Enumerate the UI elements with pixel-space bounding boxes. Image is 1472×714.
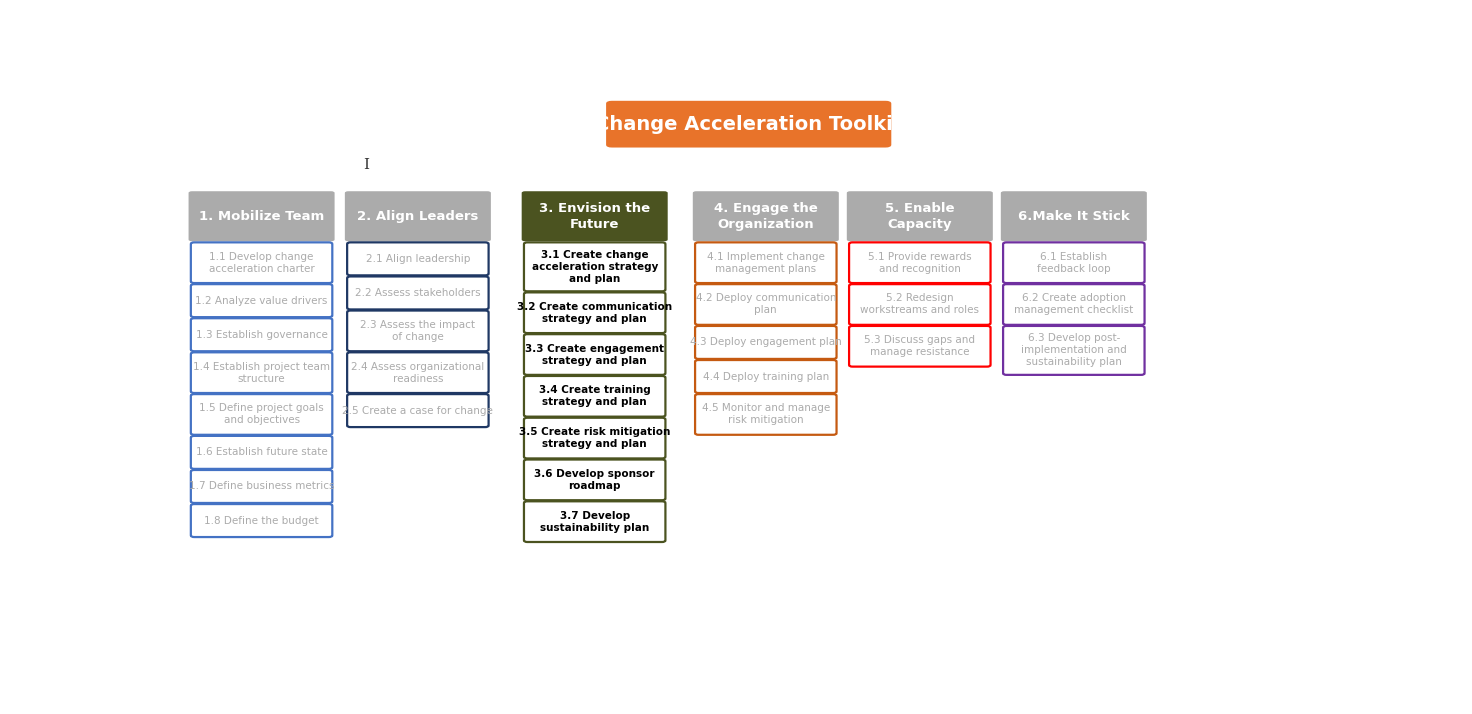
Text: 3.5 Create risk mitigation
strategy and plan: 3.5 Create risk mitigation strategy and … bbox=[520, 427, 670, 449]
Text: 2.5 Create a case for change: 2.5 Create a case for change bbox=[343, 406, 493, 416]
Text: 5. Enable
Capacity: 5. Enable Capacity bbox=[885, 202, 954, 231]
Text: 4.5 Monitor and manage
risk mitigation: 4.5 Monitor and manage risk mitigation bbox=[702, 403, 830, 426]
Text: 5.2 Redesign
workstreams and roles: 5.2 Redesign workstreams and roles bbox=[860, 293, 979, 316]
FancyBboxPatch shape bbox=[849, 242, 991, 283]
FancyBboxPatch shape bbox=[191, 394, 333, 435]
FancyBboxPatch shape bbox=[188, 191, 334, 241]
FancyBboxPatch shape bbox=[1001, 191, 1147, 241]
Text: 6.1 Establish
feedback loop: 6.1 Establish feedback loop bbox=[1036, 252, 1111, 273]
Text: 1.8 Define the budget: 1.8 Define the budget bbox=[205, 516, 319, 526]
FancyBboxPatch shape bbox=[695, 394, 836, 435]
FancyBboxPatch shape bbox=[347, 352, 489, 393]
Text: 2.3 Assess the impact
of change: 2.3 Assess the impact of change bbox=[361, 320, 475, 342]
Text: 1.6 Establish future state: 1.6 Establish future state bbox=[196, 448, 327, 458]
Text: 6.3 Develop post-
implementation and
sustainability plan: 6.3 Develop post- implementation and sus… bbox=[1022, 333, 1126, 368]
FancyBboxPatch shape bbox=[524, 334, 665, 375]
FancyBboxPatch shape bbox=[695, 360, 836, 393]
Text: 3.1 Create change
acceleration strategy
and plan: 3.1 Create change acceleration strategy … bbox=[531, 250, 658, 284]
Text: 3.7 Develop
sustainability plan: 3.7 Develop sustainability plan bbox=[540, 511, 649, 533]
FancyBboxPatch shape bbox=[191, 242, 333, 283]
FancyBboxPatch shape bbox=[524, 460, 665, 501]
Text: 1. Mobilize Team: 1. Mobilize Team bbox=[199, 210, 324, 223]
Text: 1.7 Define business metrics: 1.7 Define business metrics bbox=[188, 481, 334, 491]
FancyBboxPatch shape bbox=[347, 242, 489, 276]
FancyBboxPatch shape bbox=[524, 293, 665, 333]
Text: 5.3 Discuss gaps and
manage resistance: 5.3 Discuss gaps and manage resistance bbox=[864, 336, 976, 357]
FancyBboxPatch shape bbox=[846, 191, 992, 241]
Text: 1.1 Develop change
acceleration charter: 1.1 Develop change acceleration charter bbox=[209, 252, 315, 273]
Text: 3. Envision the
Future: 3. Envision the Future bbox=[539, 202, 651, 231]
FancyBboxPatch shape bbox=[849, 326, 991, 366]
Text: 4.4 Deploy training plan: 4.4 Deploy training plan bbox=[702, 371, 829, 381]
Text: 2.2 Assess stakeholders: 2.2 Assess stakeholders bbox=[355, 288, 481, 298]
FancyBboxPatch shape bbox=[524, 242, 665, 291]
Text: 6.2 Create adoption
management checklist: 6.2 Create adoption management checklist bbox=[1014, 293, 1133, 316]
FancyBboxPatch shape bbox=[695, 326, 836, 359]
FancyBboxPatch shape bbox=[1002, 326, 1145, 375]
Text: 4.2 Deploy communication
plan: 4.2 Deploy communication plan bbox=[696, 293, 836, 316]
Text: 4.3 Deploy engagement plan: 4.3 Deploy engagement plan bbox=[690, 338, 842, 348]
Text: 1.2 Analyze value drivers: 1.2 Analyze value drivers bbox=[196, 296, 328, 306]
Text: 3.3 Create engagement
strategy and plan: 3.3 Create engagement strategy and plan bbox=[526, 343, 664, 366]
FancyBboxPatch shape bbox=[191, 284, 333, 317]
FancyBboxPatch shape bbox=[191, 436, 333, 469]
FancyBboxPatch shape bbox=[191, 504, 333, 537]
FancyBboxPatch shape bbox=[524, 418, 665, 458]
Text: 4. Engage the
Organization: 4. Engage the Organization bbox=[714, 202, 817, 231]
FancyBboxPatch shape bbox=[693, 191, 839, 241]
Text: 3.4 Create training
strategy and plan: 3.4 Create training strategy and plan bbox=[539, 386, 651, 407]
FancyBboxPatch shape bbox=[347, 394, 489, 427]
FancyBboxPatch shape bbox=[344, 191, 490, 241]
FancyBboxPatch shape bbox=[347, 311, 489, 351]
Text: 1.4 Establish project team
structure: 1.4 Establish project team structure bbox=[193, 362, 330, 383]
FancyBboxPatch shape bbox=[347, 276, 489, 309]
FancyBboxPatch shape bbox=[524, 376, 665, 417]
FancyBboxPatch shape bbox=[695, 284, 836, 325]
FancyBboxPatch shape bbox=[849, 284, 991, 325]
FancyBboxPatch shape bbox=[191, 352, 333, 393]
FancyBboxPatch shape bbox=[606, 101, 891, 148]
Text: 6.Make It Stick: 6.Make It Stick bbox=[1019, 210, 1129, 223]
Text: I: I bbox=[364, 159, 369, 172]
Text: Change Acceleration Toolkit: Change Acceleration Toolkit bbox=[595, 115, 902, 134]
Text: 3.2 Create communication
strategy and plan: 3.2 Create communication strategy and pl… bbox=[517, 302, 673, 323]
Text: 5.1 Provide rewards
and recognition: 5.1 Provide rewards and recognition bbox=[868, 252, 972, 273]
Text: 4.1 Implement change
management plans: 4.1 Implement change management plans bbox=[707, 252, 824, 273]
FancyBboxPatch shape bbox=[191, 470, 333, 503]
Text: 1.5 Define project goals
and objectives: 1.5 Define project goals and objectives bbox=[199, 403, 324, 426]
FancyBboxPatch shape bbox=[1002, 242, 1145, 283]
FancyBboxPatch shape bbox=[521, 191, 668, 241]
FancyBboxPatch shape bbox=[695, 242, 836, 283]
Text: 1.3 Establish governance: 1.3 Establish governance bbox=[196, 330, 327, 340]
Text: 3.6 Develop sponsor
roadmap: 3.6 Develop sponsor roadmap bbox=[534, 469, 655, 491]
FancyBboxPatch shape bbox=[524, 501, 665, 542]
FancyBboxPatch shape bbox=[191, 318, 333, 351]
Text: 2.4 Assess organizational
readiness: 2.4 Assess organizational readiness bbox=[352, 362, 484, 383]
FancyBboxPatch shape bbox=[1002, 284, 1145, 325]
Text: 2.1 Align leadership: 2.1 Align leadership bbox=[365, 254, 470, 264]
Text: 2. Align Leaders: 2. Align Leaders bbox=[358, 210, 478, 223]
